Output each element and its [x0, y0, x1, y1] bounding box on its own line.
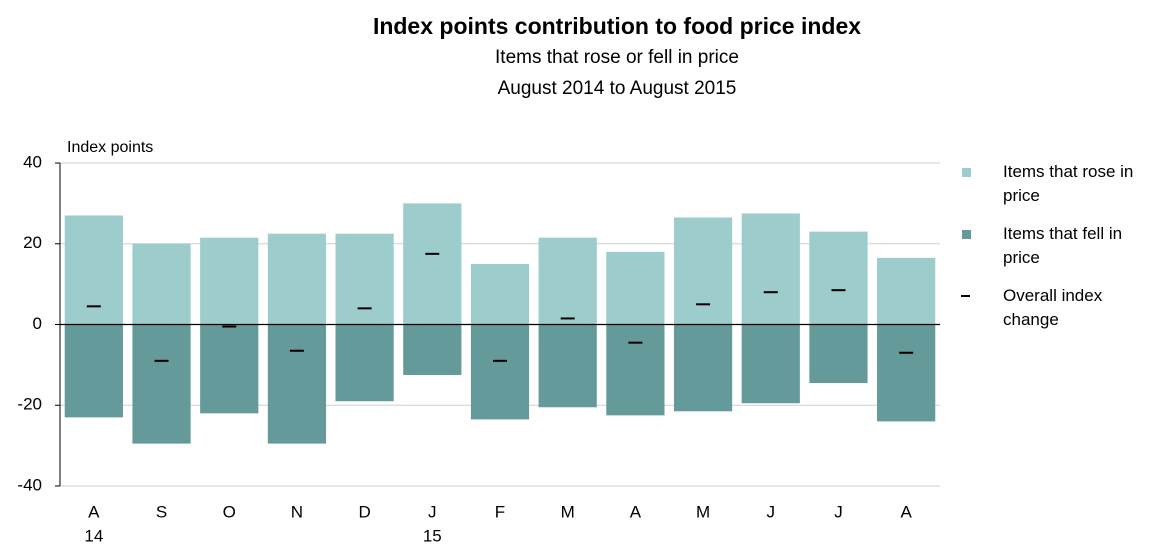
bar	[470, 263, 530, 325]
bar	[335, 324, 394, 402]
legend-label: Overall index change	[1003, 286, 1103, 329]
bar	[403, 324, 462, 375]
bar	[538, 237, 597, 325]
y-tick-label: 20	[23, 233, 42, 252]
bar	[132, 324, 191, 444]
x-tick-label: J	[767, 502, 776, 521]
x-tick-label: O	[223, 502, 236, 521]
bar	[673, 217, 733, 325]
bar	[267, 324, 327, 444]
y-tick-label: 40	[23, 152, 42, 171]
bar	[200, 237, 259, 325]
x-tick-year: 15	[423, 526, 442, 545]
x-tick-label: S	[156, 502, 167, 521]
bar	[809, 231, 868, 325]
bar	[538, 324, 597, 408]
bar	[673, 324, 733, 412]
bar	[877, 257, 936, 325]
bar	[741, 324, 800, 404]
x-tick-label: M	[561, 502, 575, 521]
bar	[606, 324, 665, 416]
bar	[470, 324, 530, 420]
chart-subtitle: August 2014 to August 2015	[498, 78, 737, 99]
x-tick-label: A	[900, 502, 912, 521]
chart-subtitle: Items that rose or fell in price	[495, 47, 739, 68]
x-tick-label: A	[88, 502, 100, 521]
chart-title: Index points contribution to food price …	[373, 13, 861, 39]
x-tick-label: A	[630, 502, 642, 521]
y-axis-label: Index points	[67, 139, 153, 156]
legend-label: Items that fell in price	[1003, 224, 1123, 267]
legend-label: Items that rose in price	[1003, 162, 1134, 205]
y-tick-label: 0	[33, 314, 42, 333]
y-tick-label: -40	[17, 475, 42, 494]
x-tick-label: M	[696, 502, 710, 521]
bar	[403, 203, 462, 325]
bar	[267, 233, 327, 325]
x-tick-label: N	[291, 502, 303, 521]
x-tick-label: J	[834, 502, 843, 521]
bar	[132, 243, 191, 325]
legend-swatch	[962, 230, 971, 239]
x-tick-label: D	[358, 502, 370, 521]
x-tick-year: 14	[84, 526, 103, 545]
x-tick-label: J	[428, 502, 437, 521]
bar	[877, 324, 936, 422]
x-tick-label: F	[495, 502, 505, 521]
bar	[606, 251, 665, 325]
legend-swatch	[962, 168, 971, 177]
y-tick-label: -20	[17, 395, 42, 414]
bar	[809, 324, 868, 384]
bar	[200, 324, 259, 414]
bar	[741, 213, 800, 325]
bar	[64, 215, 123, 325]
bar	[64, 324, 123, 418]
bar	[335, 233, 394, 325]
